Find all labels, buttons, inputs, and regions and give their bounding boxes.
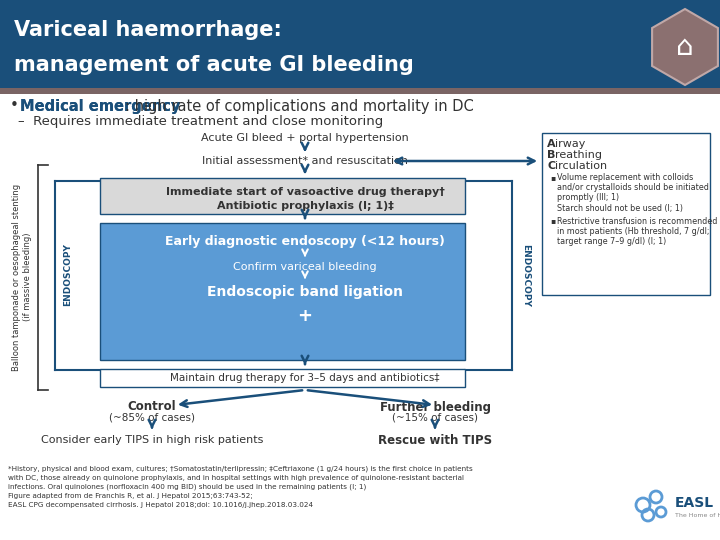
Text: Rescue with TIPS: Rescue with TIPS <box>378 434 492 447</box>
Text: promptly (III; 1): promptly (III; 1) <box>557 193 619 202</box>
Bar <box>0 88 720 94</box>
Text: Starch should not be used (I; 1): Starch should not be used (I; 1) <box>557 204 683 213</box>
Text: B: B <box>547 150 555 160</box>
Text: Early diagnostic endoscopy (<12 hours): Early diagnostic endoscopy (<12 hours) <box>165 235 445 248</box>
Bar <box>100 369 465 387</box>
Text: Medical emergency: Medical emergency <box>20 98 181 113</box>
Text: Medical emergency: high rate of complications and mortality in DC: Medical emergency: high rate of complica… <box>20 98 510 113</box>
Text: Restrictive transfusion is recommended: Restrictive transfusion is recommended <box>557 217 717 226</box>
Text: Confirm variceal bleeding: Confirm variceal bleeding <box>233 262 377 272</box>
Text: irculation: irculation <box>555 161 607 171</box>
Text: ▪: ▪ <box>550 217 555 226</box>
Text: Initial assessment* and resuscitation: Initial assessment* and resuscitation <box>202 156 408 166</box>
Text: •: • <box>10 98 19 113</box>
Text: C: C <box>547 161 555 171</box>
Text: infections. Oral quinolones (norfloxacin 400 mg BID) should be used in the remai: infections. Oral quinolones (norfloxacin… <box>8 484 366 490</box>
Text: ENDOSCOPY: ENDOSCOPY <box>521 244 531 306</box>
Text: management of acute GI bleeding: management of acute GI bleeding <box>14 55 414 75</box>
Text: Acute GI bleed + portal hypertension: Acute GI bleed + portal hypertension <box>201 133 409 143</box>
Bar <box>100 223 465 360</box>
Bar <box>542 133 710 295</box>
Text: Medical emergency: Medical emergency <box>20 98 181 113</box>
Text: (~85% of cases): (~85% of cases) <box>109 413 195 423</box>
Text: –  Requires immediate treatment and close monitoring: – Requires immediate treatment and close… <box>18 114 383 127</box>
Polygon shape <box>652 9 718 85</box>
Text: +: + <box>297 307 312 325</box>
Text: *History, physical and blood exam, cultures; †Somatostatin/terlipressin; ‡Ceftri: *History, physical and blood exam, cultu… <box>8 465 473 472</box>
Text: with DC, those already on quinolone prophylaxis, and in hospital settings with h: with DC, those already on quinolone prop… <box>8 475 464 481</box>
Text: irway: irway <box>555 139 585 149</box>
Bar <box>100 178 465 214</box>
Text: (~15% of cases): (~15% of cases) <box>392 413 478 423</box>
Text: Balloon tamponade or oesophageal stenting
(if massive bleeding): Balloon tamponade or oesophageal stentin… <box>12 184 32 370</box>
Text: Endoscopic band ligation: Endoscopic band ligation <box>207 285 403 299</box>
Bar <box>0 0 720 88</box>
Text: target range 7–9 g/dl) (I; 1): target range 7–9 g/dl) (I; 1) <box>557 237 666 246</box>
Text: and/or crystalloids should be initiated: and/or crystalloids should be initiated <box>557 184 709 192</box>
Text: Volume replacement with colloids: Volume replacement with colloids <box>557 173 693 183</box>
Text: Maintain drug therapy for 3–5 days and antibiotics‡: Maintain drug therapy for 3–5 days and a… <box>170 373 440 383</box>
Text: EASL CPG decompensated cirrhosis. J Hepatol 2018;doi: 10.1016/j.jhep.2018.03.024: EASL CPG decompensated cirrhosis. J Hepa… <box>8 502 313 508</box>
Text: in most patients (Hb threshold, 7 g/dl;: in most patients (Hb threshold, 7 g/dl; <box>557 226 709 235</box>
Text: A: A <box>547 139 556 149</box>
Text: ⌂: ⌂ <box>676 33 694 61</box>
Text: ENDOSCOPY: ENDOSCOPY <box>63 244 73 306</box>
Text: Antibiotic prophylaxis (I; 1)‡: Antibiotic prophylaxis (I; 1)‡ <box>217 201 393 211</box>
Text: ▪: ▪ <box>550 173 555 183</box>
Text: : high rate of complications and mortality in DC: : high rate of complications and mortali… <box>125 98 473 113</box>
Text: reathing: reathing <box>555 150 602 160</box>
Text: Figure adapted from de Franchis R, et al. J Hepatol 2015;63:743-52;: Figure adapted from de Franchis R, et al… <box>8 493 253 499</box>
Text: Variceal haemorrhage:: Variceal haemorrhage: <box>14 20 282 40</box>
Text: EASL: EASL <box>675 496 714 510</box>
Text: Further bleeding: Further bleeding <box>379 401 490 414</box>
Text: Consider early TIPS in high risk patients: Consider early TIPS in high risk patient… <box>41 435 264 445</box>
Text: The Home of Hepatology: The Home of Hepatology <box>675 514 720 518</box>
Text: Control: Control <box>127 401 176 414</box>
Text: Immediate start of vasoactive drug therapy†: Immediate start of vasoactive drug thera… <box>166 187 444 197</box>
